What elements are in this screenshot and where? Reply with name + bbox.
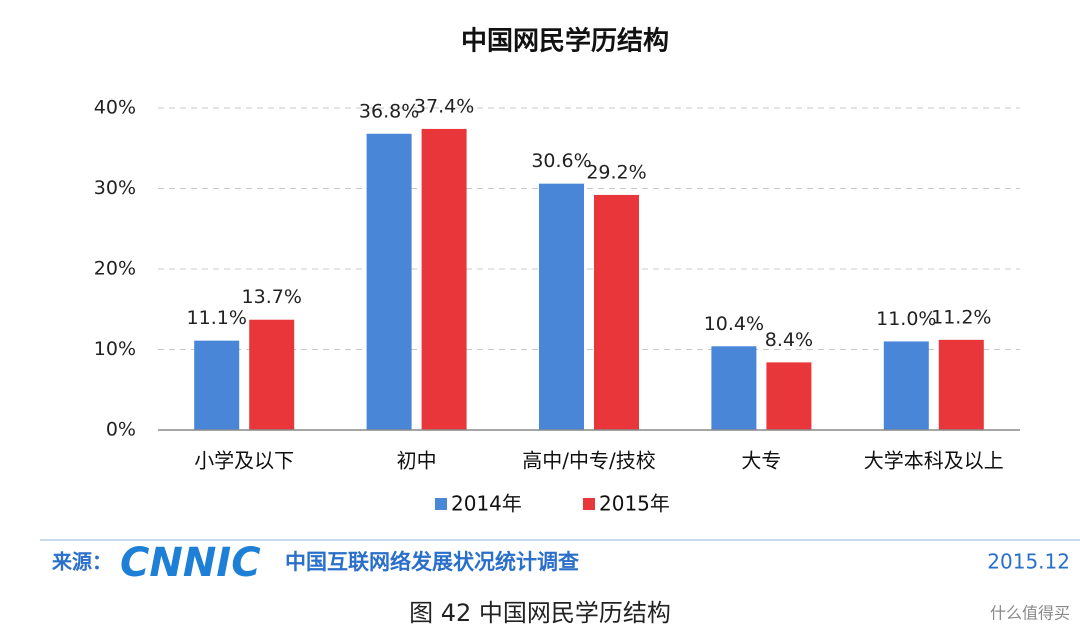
bar [249, 319, 295, 430]
value-label: 8.4% [765, 329, 813, 351]
value-label: 36.8% [359, 100, 419, 122]
y-tick-label: 40% [94, 97, 136, 119]
bar [938, 339, 984, 430]
x-tick-label: 小学及以下 [194, 449, 294, 473]
y-tick-label: 20% [94, 258, 136, 280]
value-label: 30.6% [531, 150, 591, 172]
legend-swatch [583, 498, 595, 510]
y-tick-label: 30% [94, 177, 136, 199]
bar [883, 341, 929, 430]
value-label: 11.2% [931, 306, 991, 328]
watermark: 什么值得买 [990, 604, 1070, 623]
bar [366, 133, 412, 430]
value-label: 37.4% [414, 95, 474, 117]
date: 2015.12 [987, 550, 1070, 574]
bar [766, 362, 812, 430]
x-tick-label: 高中/中专/技校 [522, 449, 655, 473]
y-tick-label: 0% [106, 419, 136, 441]
x-tick-label: 大专 [741, 449, 781, 473]
legend-label: 2015年 [599, 492, 670, 516]
x-tick-label: 大学本科及以上 [864, 449, 1004, 473]
caption: 图 42 中国网民学历结构 [409, 599, 671, 627]
bar [539, 183, 584, 430]
chart-title: 中国网民学历结构 [461, 26, 669, 57]
logo: CNNIC [120, 540, 261, 586]
y-tick-label: 10% [94, 338, 136, 360]
bar [711, 346, 757, 430]
survey: 中国互联网络发展状况统计调查 [285, 550, 579, 574]
legend-swatch [435, 498, 447, 510]
value-label: 11.1% [187, 307, 247, 329]
bar [594, 194, 639, 430]
bar [194, 340, 240, 430]
source-label: 来源： [51, 550, 112, 574]
legend-label: 2014年 [451, 492, 522, 516]
x-tick-label: 初中 [397, 449, 437, 473]
bar [421, 128, 467, 430]
value-label: 13.7% [242, 286, 302, 308]
value-label: 29.2% [586, 161, 646, 183]
value-label: 11.0% [876, 308, 936, 330]
value-label: 10.4% [704, 313, 764, 335]
